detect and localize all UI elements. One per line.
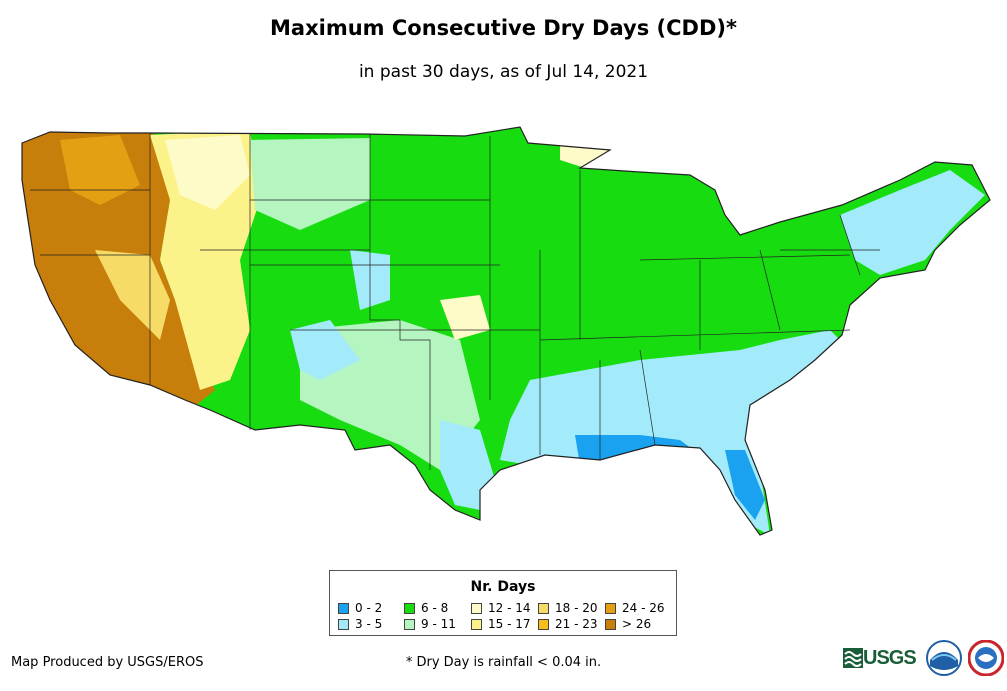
legend-label: 15 - 17 [488,617,531,631]
legend-swatch [605,618,616,630]
usgs-text: USGS [863,646,917,669]
legend-item: 0 - 2 [338,601,382,615]
legend-label: 6 - 8 [421,601,449,615]
legend-item: 18 - 20 [538,601,598,615]
region-24-26-pacnw [60,135,140,205]
legend-label: 18 - 20 [555,601,598,615]
legend-label: 0 - 2 [355,601,383,615]
noaa-logo-icon [925,640,962,676]
region-0-2-florida [725,450,765,520]
legend-item: 24 - 26 [605,601,665,615]
state-borders [30,133,880,470]
legend: Nr. Days 0 - 2 3 - 5 6 - 8 9 - 11 12 - 1… [329,570,677,636]
legend-label: 21 - 23 [555,617,598,631]
legend-label: > 26 [622,617,652,631]
legend-label: 3 - 5 [355,617,383,631]
legend-swatch [338,618,349,630]
logo-group: USGS [843,640,1004,676]
nws-logo-icon [967,640,1004,676]
legend-item: 3 - 5 [338,617,382,631]
region-18-20-nevada [95,250,170,340]
legend-swatch [404,618,415,630]
credit-text: Map Produced by USGS/EROS [11,655,204,670]
legend-label: 24 - 26 [622,601,665,615]
map-subtitle: in past 30 days, as of Jul 14, 2021 [358,62,649,82]
us-outline [21,126,991,536]
legend-label: 12 - 14 [488,601,531,615]
legend-swatch [471,618,482,630]
usgs-wave-icon [843,648,863,668]
legend-swatch [471,602,482,614]
legend-title: Nr. Days [470,579,536,595]
legend-swatch [605,602,616,614]
legend-swatch [404,602,415,614]
legend-item: 21 - 23 [538,617,598,631]
region-12-14-kansas [440,295,490,340]
legend-item: 9 - 11 [404,617,456,631]
usgs-logo: USGS [843,646,917,670]
footnote-text: * Dry Day is rainfall < 0.04 in. [405,655,602,670]
legend-swatch [538,618,549,630]
region-3-5-northeast [840,170,985,275]
legend-label: 9 - 11 [421,617,456,631]
legend-item: 6 - 8 [404,601,448,615]
legend-swatch [538,602,549,614]
legend-item: 12 - 14 [471,601,531,615]
region-12-14-montana [165,135,250,210]
map-title: Maximum Consecutive Dry Days (CDD)* [270,16,737,40]
legend-item: > 26 [605,617,651,631]
region-3-5-south-texas [440,420,495,510]
legend-item: 15 - 17 [471,617,531,631]
cdd-map [21,126,991,536]
region-3-5-southeast [500,330,850,535]
region-3-5-new-mexico [290,320,360,380]
legend-swatch [338,602,349,614]
region-15-17-intermountain [150,130,260,390]
region-9-11-montana [250,138,370,230]
